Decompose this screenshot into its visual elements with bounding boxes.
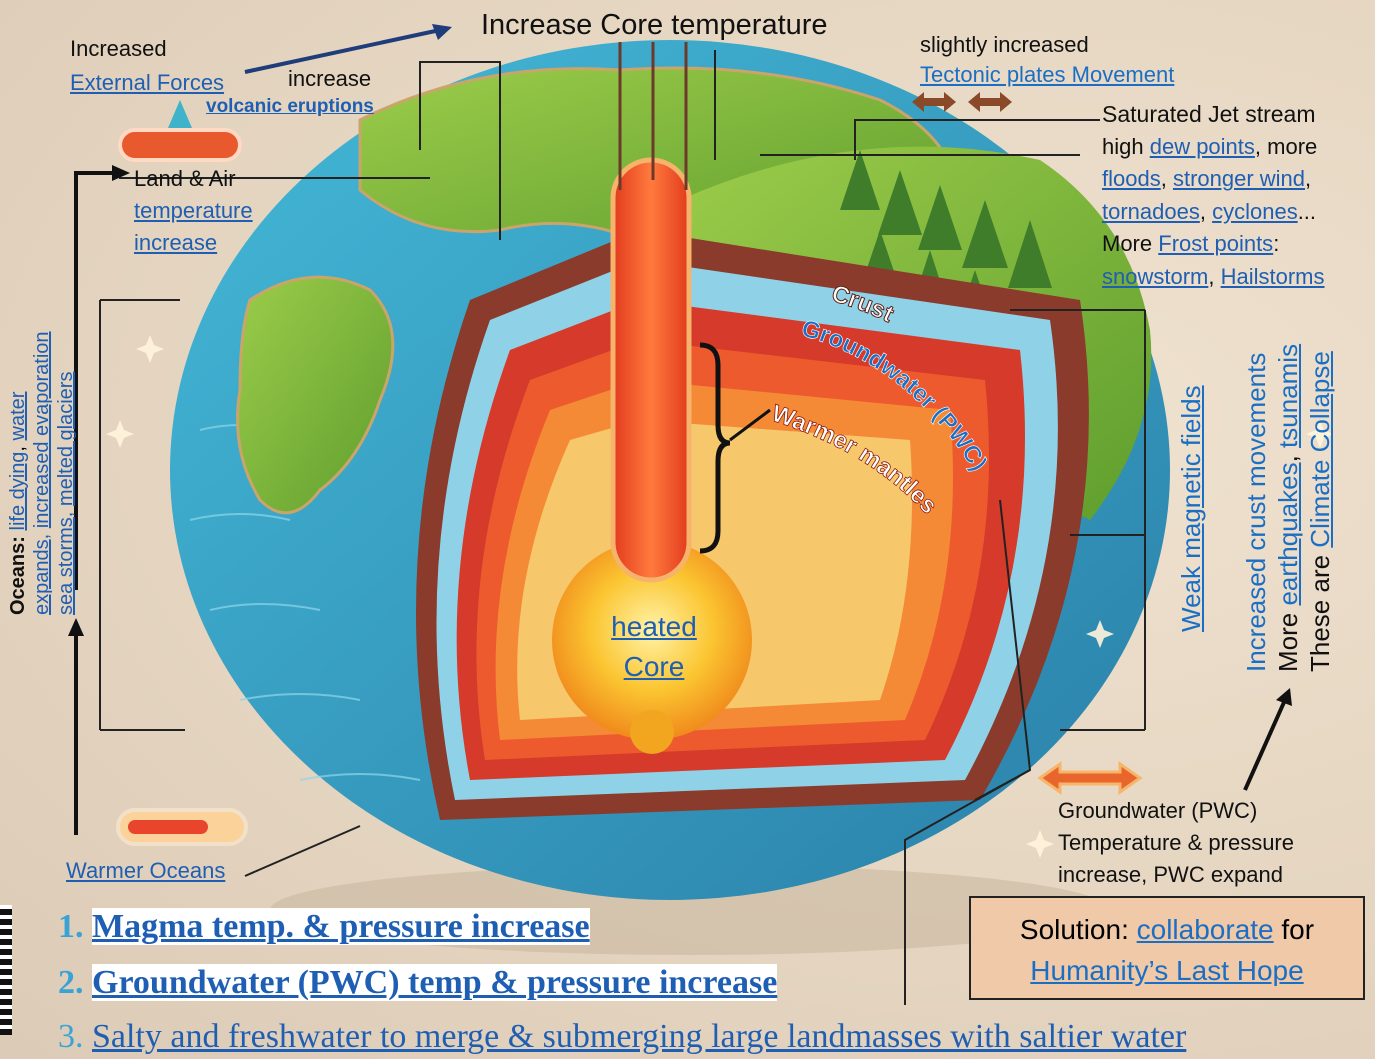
list-item-1: 1. Magma temp. & pressure increase	[58, 908, 590, 945]
last-hope-link[interactable]: Humanity’s Last Hope	[1030, 954, 1304, 986]
core-label-2[interactable]: Core	[623, 651, 685, 682]
volcanic-label: increase	[288, 66, 372, 91]
frost-points-link[interactable]: Frost points	[1158, 231, 1274, 256]
list-item-2: 2. Groundwater (PWC) temp & pressure inc…	[58, 964, 778, 1001]
land-air-label: Land & Air	[134, 166, 236, 191]
floods-link[interactable]: floods	[1102, 166, 1161, 191]
sparkles	[106, 335, 1334, 858]
qr-code-icon	[0, 905, 12, 1035]
land-americas	[236, 275, 395, 515]
tsunamis-link[interactable]: tsunamis	[1273, 343, 1303, 448]
core-drip	[630, 710, 674, 754]
temperature-link[interactable]: temperature	[134, 198, 253, 223]
external-label: Increased	[70, 36, 167, 61]
list-item-3: 3. Salty and freshwater to merge & subme…	[58, 1018, 1187, 1055]
core-sphere	[552, 540, 752, 740]
snowstorm-link[interactable]: snowstorm	[1102, 263, 1209, 289]
increase-link[interactable]: increase	[134, 230, 218, 255]
drop-icon-top	[168, 100, 192, 128]
thermo-pill-top	[118, 128, 242, 162]
groundwater-note-heading: Groundwater (PWC)	[1058, 798, 1258, 823]
stronger-wind-link[interactable]: stronger wind	[1172, 166, 1306, 191]
hailstorms-link[interactable]: Hailstorms	[1220, 263, 1325, 289]
warmer-oceans-link[interactable]: Warmer Oceans	[66, 858, 226, 883]
cyclones-link[interactable]: cyclones	[1212, 198, 1298, 224]
arrow-to-land	[74, 171, 120, 590]
crust-movements-text: Increased crust movements	[1241, 352, 1271, 672]
tornadoes-link[interactable]: tornadoes	[1102, 198, 1200, 224]
thermometer-tube	[610, 157, 692, 583]
magnetic-vertical[interactable]: Weak magnetic fields	[1176, 385, 1206, 632]
bracket-pointer	[729, 408, 771, 442]
right-vertical-block: Increased crust movements More earthquak…	[1241, 343, 1335, 672]
tectonic-link[interactable]: Tectonic plates Movement	[920, 62, 1175, 87]
core-label-1[interactable]: heated	[611, 611, 697, 642]
oceans-vertical-text: Oceans: life dying, water expands, incre…	[7, 331, 77, 615]
groundwater-note-line2: increase, PWC expand	[1058, 862, 1283, 887]
arrow-to-collapse	[1243, 699, 1287, 791]
dew-points-link[interactable]: dew points	[1149, 133, 1255, 159]
mantle-bracket	[699, 342, 731, 554]
external-forces-link[interactable]: External Forces	[70, 70, 225, 95]
jet-stream-block: Saturated Jet stream high dew points, mo…	[1102, 98, 1325, 293]
collaborate-link[interactable]: collaborate	[1136, 914, 1274, 945]
tectonic-label: slightly increased	[920, 32, 1089, 57]
jet-heading: Saturated Jet stream	[1102, 101, 1316, 127]
groundwater-note-line1: Temperature & pressure	[1058, 830, 1294, 855]
volcanic-link[interactable]: volcanic eruptions	[206, 96, 374, 117]
double-arrow-right	[1037, 761, 1143, 795]
climate-collapse-link[interactable]: Climate Collapse	[1305, 351, 1335, 548]
arrow-to-title	[244, 28, 441, 74]
page-title: Increase Core temperature	[481, 9, 828, 41]
solution-box: Solution: collaborate for Humanity’s Las…	[969, 896, 1365, 1000]
earthquakes-link[interactable]: earthquakes	[1273, 462, 1303, 606]
double-arrow-tectonic-2	[968, 92, 1012, 112]
double-arrow-tectonic-1	[912, 92, 956, 112]
